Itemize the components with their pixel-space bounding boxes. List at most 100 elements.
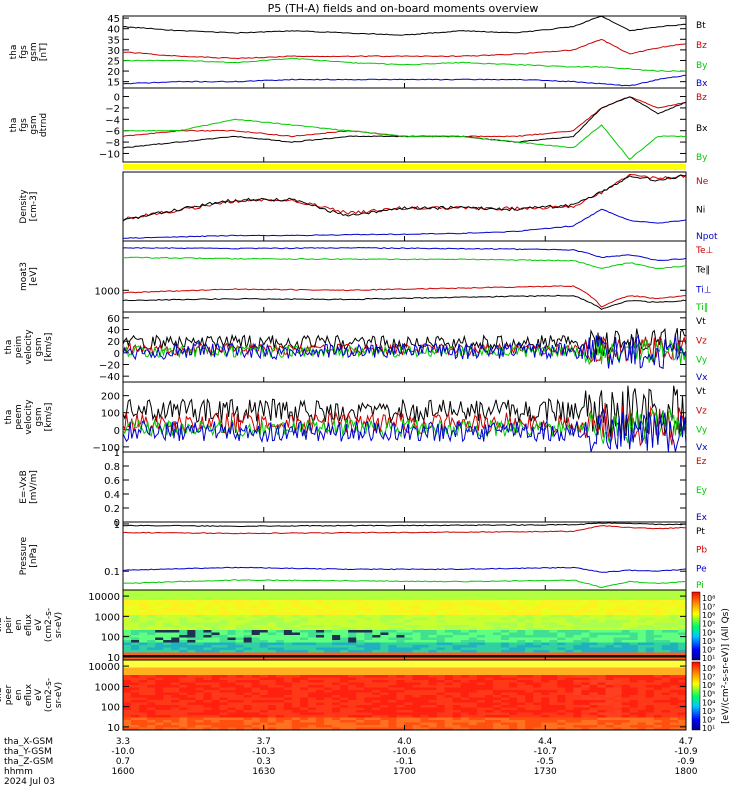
y-label-line: [eV] [29,267,39,286]
series-Ti⊥ [122,246,687,261]
y-label-line: eflux [24,613,34,636]
y-tick-label: 35 [107,35,120,46]
colorbar-tick-label: 10⁶ [702,681,715,690]
colorbar-tick-label: 10¹ [702,654,715,663]
y-axis-label: Pressure [nPa] [19,536,39,575]
colorbars: 10⁸10⁷10⁶10⁵10⁴10³10²10¹10⁸10⁷10⁶10⁵10⁴1… [691,591,731,733]
series-Ne [122,173,687,221]
y-label-line: sr-eV) [54,612,64,638]
y-tick-label: 100 [101,633,120,644]
y-label-line: velocity [24,399,34,435]
x-row-label: hhmm [4,767,33,777]
y-axis-label: Density [cm-3] [19,189,39,224]
colorbar-2 [691,661,701,731]
heatmap-cells [123,660,687,731]
series-Bz [122,96,687,138]
series-Vz [122,402,687,447]
legend-Bt: Bt [696,21,706,31]
colorbar-tick-label: 10⁴ [702,628,715,637]
y-label-line: tha [4,410,14,425]
colorbar-tick-label: 10³ [702,637,715,646]
y-label-line: fgs [19,118,29,132]
series-Vx [122,333,687,370]
legend-Ey: Ey [696,486,708,496]
x-row-value: 0.3 [257,757,271,767]
series-group [122,522,687,589]
y-tick-label: 0.8 [104,462,120,473]
colorbar-1 [691,591,701,661]
x-row-value: -10.9 [674,747,698,757]
y-label-line: tha [0,618,4,633]
y-label-line: gsm [29,42,39,61]
series-group [122,246,687,310]
y-label-line: velocity [24,329,34,365]
legend-Pt: Pt [696,527,705,537]
x-row-value: 1730 [534,767,557,777]
legend-Ni: Ni [696,206,705,216]
y-tick-label: −4 [105,115,120,126]
y-tick-label: 1 [114,448,120,459]
colorbar-tick-label: 10⁵ [702,690,715,699]
series-By [123,118,687,161]
y-tick-label: −8 [105,138,120,149]
x-row-value: 3.7 [257,737,271,747]
legend-Te‖: Te‖ [695,266,710,276]
legend-Vy: Vy [696,356,708,366]
panel-9: 10 100 1000 10000 tha peir en eflux eV (cm2-s-sr-… [0,589,687,664]
colorbar-tick-label: 10³ [702,707,715,716]
legend-Vt: Vt [696,317,706,327]
y-label-line: peir [4,616,14,634]
colorbar-label-text: [eV/(cm²-s-sr-eV)] (All Qs) [721,608,731,724]
y-tick-label: 1000 [95,286,120,297]
y-label-line: gsm [29,115,39,134]
legend-Vy: Vy [696,426,708,436]
y-label-line: peem [14,404,24,430]
colorbar-tick-label: 10⁸ [702,664,715,673]
quality-flag-bar [123,164,686,170]
legend-Pi: Pi [696,581,704,591]
legend-Bx: Bx [696,124,708,134]
y-label-line: [km/s] [44,333,54,362]
x-axis-date: 2024 Jul 03 [4,777,55,787]
y-tick-label: 10000 [88,592,120,603]
legend: Ne Ni Npot [696,177,718,242]
x-axis-labels: tha_X-GSM 3.3 3.7 4.0 4.4 4.7 tha_Y-GSM -10.0 -1… [4,737,698,787]
panel-2: −10−8−6−4−20 tha fgs gsm dtrnd Bz Bx By [9,87,708,163]
y-tick-label: 60 [107,314,120,325]
series-group [122,327,687,370]
legend: Vt Vz Vy Vx [696,317,708,383]
y-tick-label: 1000 [95,612,120,623]
series-Pe [122,566,687,573]
y-tick-label: 10 [107,723,120,734]
y-label-line: [cm-3] [29,192,39,222]
figure-title: P5 (TH-A) fields and on-board moments ov… [268,2,539,15]
y-axis-label: tha peir en eflux eV (cm2-s-sr-eV) [0,608,64,642]
legend-By: By [696,153,708,163]
x-row-value: -10.0 [111,747,135,757]
y-label-line: tha [0,688,4,703]
colorbar-tick-label: 10⁷ [702,603,715,612]
y-tick-label: −20 [99,361,120,372]
legend: Bt Bz By Bx [696,21,708,89]
y-axis-label: tha peer en eflux eV (cm2-s-sr-eV) [0,678,64,712]
series-Vy [122,338,687,366]
y-tick-label: 1 [114,520,120,531]
y-tick-label: 0.2 [104,504,120,515]
y-axis-label: moat3 [eV] [19,262,39,291]
legend-Ti⊥: Ti⊥ [695,285,712,295]
y-label-line: tha [9,45,19,60]
series-By [122,57,687,72]
y-label-line: sr-eV) [54,682,64,708]
legend: Vt Vz Vy Vx [696,387,708,453]
x-row-value: 4.7 [679,737,693,747]
y-tick-label: 25 [107,56,120,67]
x-row-value: -10.7 [534,747,557,757]
y-label-line: peim [14,336,24,359]
y-tick-label: 0.4 [104,490,120,501]
series-Vz [122,335,687,363]
y-tick-label: −6 [105,127,120,138]
series-group [122,173,687,239]
y-tick-label: −10 [99,149,120,160]
y-tick-label: 0 [114,349,120,360]
